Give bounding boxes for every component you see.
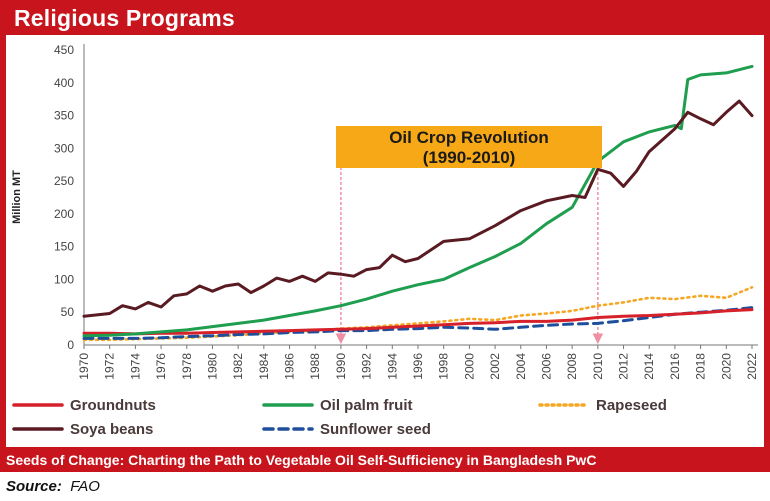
annotation-box	[336, 126, 602, 168]
x-tick-label: 1982	[231, 353, 245, 380]
source-label: Source:	[6, 478, 62, 495]
x-tick-label: 1976	[154, 353, 168, 380]
x-tick-label: 2014	[642, 353, 656, 380]
x-tick-label: 1972	[103, 353, 117, 380]
x-tick-label: 1992	[360, 353, 374, 380]
legend-label-groundnuts: Groundnuts	[70, 397, 156, 414]
x-tick-label: 1974	[128, 353, 142, 380]
series-line-rapeseed	[82, 286, 754, 342]
legend-label-rapeseed: Rapeseed	[596, 397, 667, 414]
x-tick-label: 2000	[462, 353, 476, 380]
y-tick-label: 200	[54, 207, 74, 221]
y-tick-label: 350	[54, 109, 74, 123]
y-tick-label: 300	[54, 141, 74, 155]
x-tick-label: 2012	[617, 353, 631, 380]
annotation-period: (1990-2010)	[423, 148, 516, 167]
x-tick-label: 2018	[694, 353, 708, 380]
x-tick-label: 1990	[334, 353, 348, 380]
y-tick-label: 0	[67, 338, 74, 352]
y-tick-label: 100	[54, 272, 74, 286]
x-tick-label: 2006	[539, 353, 553, 380]
line-chart: 0 50 100 150 200 250 300 350 400 450 1970 1972 1974 1…	[11, 43, 759, 438]
legend-label-soya-beans: Soya beans	[70, 421, 153, 438]
source-value: FAO	[70, 478, 100, 495]
y-tick-label: 450	[54, 43, 74, 57]
y-tick-label: 50	[61, 305, 75, 319]
annotation-title: Oil Crop Revolution	[389, 128, 549, 147]
legend-label-oil-palm-fruit: Oil palm fruit	[320, 397, 413, 414]
x-tick-label: 2010	[591, 353, 605, 380]
series-line-groundnuts	[82, 308, 754, 336]
x-tick-label: 2020	[719, 353, 733, 380]
y-axis-label: Million MT	[11, 170, 23, 224]
source-line: Source: FAO	[6, 478, 100, 495]
x-tick-label: 2016	[668, 353, 682, 380]
x-tick-label: 1978	[180, 353, 194, 380]
y-tick-label: 400	[54, 76, 74, 90]
x-tick-label: 2002	[488, 353, 502, 380]
series-line-sunflower-seed	[82, 306, 754, 340]
x-tick-label: 1998	[437, 353, 451, 380]
x-tick-label: 2008	[565, 353, 579, 380]
x-tick-label: 1988	[308, 353, 322, 380]
x-tick-label: 2022	[745, 353, 759, 380]
x-tick-label: 1994	[385, 353, 399, 380]
y-tick-label: 250	[54, 174, 74, 188]
legend-label-sunflower-seed: Sunflower seed	[320, 421, 431, 438]
x-tick-label: 1984	[257, 353, 271, 380]
series-line-soya-beans	[82, 99, 754, 318]
footer-caption: Seeds of Change: Charting the Path to Ve…	[6, 452, 597, 468]
x-tick-label: 2004	[514, 353, 528, 380]
y-tick-label: 150	[54, 240, 74, 254]
x-tick-label: 1986	[283, 353, 297, 380]
x-tick-label: 1970	[77, 353, 91, 380]
x-tick-label: 1980	[205, 353, 219, 380]
page-title: Religious Programs	[14, 5, 235, 31]
x-tick-label: 1996	[411, 353, 425, 380]
chart-panel: 0 50 100 150 200 250 300 350 400 450 1970 1972 1974 1…	[6, 35, 764, 447]
